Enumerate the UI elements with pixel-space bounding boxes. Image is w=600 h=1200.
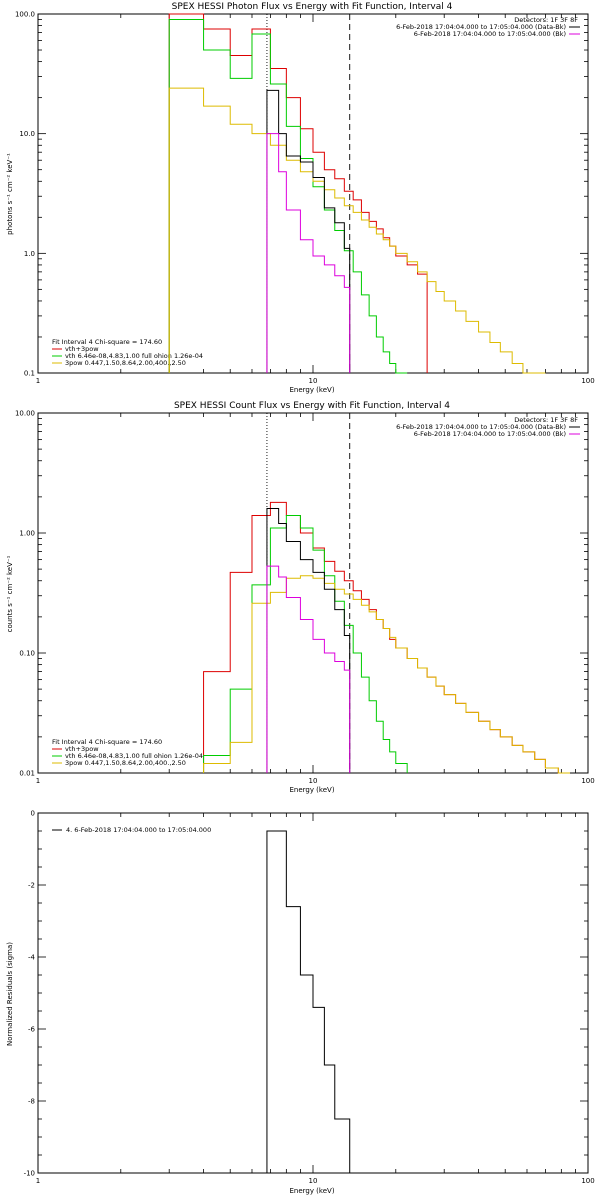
series-3pow-histogram [168,87,546,374]
legend-top-entry-data-bk: 6-Feb-2018 17:04:04.000 to 17:05:04.000 … [396,423,566,431]
legend-bottom-entry-vth: vth 6.46e-08,4.83,1.00 full ohion 1.26e-… [65,752,203,760]
legend-bottom-entry-vth: vth 6.46e-08,4.83,1.00 full ohion 1.26e-… [65,352,203,360]
series-vth-3pow-histogram [203,501,570,774]
plot-frame [37,13,589,374]
series-data-bk-histogram [266,508,351,773]
y-tick-label: 1.00 [19,530,35,538]
panel-title: SPEX HESSI Photon Flux vs Energy with Fi… [172,2,453,12]
legend-top: Detectors: 1F 3F 8F 6-Feb-2018 17:04:04.… [396,416,580,438]
y-tick-label: 10.0 [19,130,35,138]
legend-bottom-entry-vth-3pow: vth+3pow [65,345,99,353]
x-tick-label: 100 [581,777,594,785]
x-tick-label: 1 [36,377,40,385]
y-tick-label: 0 [31,810,35,818]
y-tick-label: 1.0 [24,250,35,258]
series-4-6-feb-2018-17-04-04-000-to-17-05-04-000-histogram [266,830,351,1173]
legend-bottom-title: Fit Interval 4 Chi-square = 174.60 [52,738,162,746]
y-axis-label: photons s⁻¹ cm⁻² keV⁻¹ [6,153,14,235]
y-tick-label: -8 [28,1098,35,1106]
series-bk-histogram [266,133,351,373]
x-tick-label: 100 [581,1177,594,1185]
legend-bottom: Fit Interval 4 Chi-square = 174.60 vth+3… [52,338,203,367]
y-tick-label: 10.00 [15,410,35,418]
series-bk-histogram [266,565,351,773]
y-tick-label: 0.1 [24,370,35,378]
x-axis-label: Energy (keV) [289,386,334,394]
panel-title: SPEX HESSI Count Flux vs Energy with Fit… [174,401,450,411]
x-tick-label: 10 [309,377,318,385]
x-axis-label: Energy (keV) [289,786,334,794]
y-tick-label: -6 [28,1026,36,1034]
legend-bottom-title: Fit Interval 4 Chi-square = 174.60 [52,338,162,346]
y-tick-label: -2 [28,882,35,890]
legend-top-title: Detectors: 1F 3F 8F [514,16,578,24]
legend-top: Detectors: 1F 3F 8F 6-Feb-2018 17:04:04.… [396,16,580,38]
x-tick-label: 100 [581,377,594,385]
series-3pow-histogram [203,575,570,774]
x-tick-label: 1 [36,1177,40,1185]
legend-top-left: 4. 6-Feb-2018 17:04:04.000 to 17:05:04.0… [52,826,211,834]
legend-bottom-entry-3pow: 3pow 0.447,1.50,8.64,2.00,400.,2.50 [65,359,186,367]
series-vth-histogram [168,18,408,374]
y-tick-label: 100.0 [15,11,35,19]
y-tick-label: 0.10 [19,650,35,658]
series-vth-histogram [203,514,408,773]
legend-entry: 4. 6-Feb-2018 17:04:04.000 to 17:05:04.0… [66,826,211,834]
y-axis-label: counts s⁻¹ cm⁻² keV⁻¹ [6,555,14,632]
series-data-bk-histogram [266,89,351,373]
legend-bottom-entry-vth-3pow: vth+3pow [65,745,99,753]
plot-frame [37,412,589,774]
legend-top-entry-data-bk: 6-Feb-2018 17:04:04.000 to 17:05:04.000 … [396,23,566,31]
residuals-panel: Energy (keV) Normalized Residuals (sigma… [6,810,595,1196]
y-axis-label: Normalized Residuals (sigma) [6,942,14,1046]
count-flux-panel: SPEX HESSI Count Flux vs Energy with Fit… [6,401,595,794]
legend-top-entry-bk: 6-Feb-2018 17:04:04.000 to 17:05:04.000 … [414,430,566,438]
x-tick-label: 10 [309,777,318,785]
y-tick-label: 0.01 [19,770,35,778]
legend-bottom-entry-3pow: 3pow 0.447,1.50,8.64,2.00,400.,2.50 [65,759,186,767]
x-axis-label: Energy (keV) [289,1187,334,1195]
legend-top-entry-bk: 6-Feb-2018 17:04:04.000 to 17:05:04.000 … [414,30,566,38]
y-tick-label: -4 [28,954,36,962]
legend-bottom: Fit Interval 4 Chi-square = 174.60 vth+3… [52,738,203,767]
y-tick-label: -10 [24,1170,35,1178]
x-tick-label: 1 [36,777,40,785]
photon-flux-panel: SPEX HESSI Photon Flux vs Energy with Fi… [6,2,595,394]
series-vth-3pow-histogram [168,13,428,373]
x-tick-label: 10 [309,1177,318,1185]
legend-top-title: Detectors: 1F 3F 8F [514,416,578,424]
